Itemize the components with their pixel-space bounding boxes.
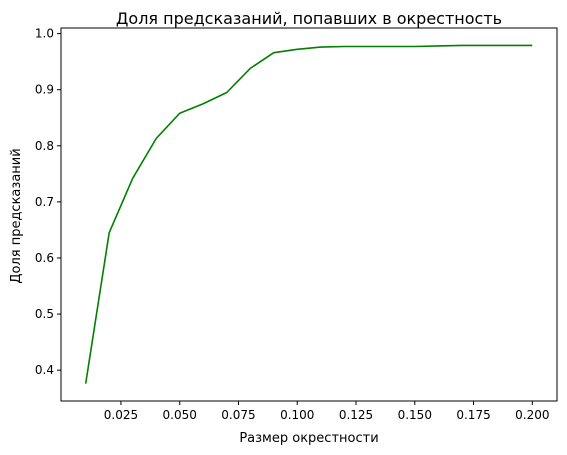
x-tick-label: 0.175 <box>456 408 490 422</box>
x-tick-label: 0.150 <box>398 408 432 422</box>
x-axis-ticks: 0.025 0.050 0.075 0.100 0.125 0.150 0.175 0.200 <box>104 401 549 422</box>
y-axis-label: Доля предсказаний <box>9 148 24 283</box>
y-tick-label: 0.7 <box>35 195 54 209</box>
y-tick-label: 0.8 <box>35 139 54 153</box>
x-tick-label: 0.075 <box>221 408 255 422</box>
plot-area: 0.025 0.050 0.075 0.100 0.125 0.150 0.175 0.200… <box>35 27 558 422</box>
series-line <box>84 44 533 384</box>
y-tick-label: 0.4 <box>35 363 54 377</box>
x-tick-label: 0.125 <box>339 408 373 422</box>
x-tick-label: 0.200 <box>515 408 549 422</box>
y-tick-label: 0.6 <box>35 251 54 265</box>
x-tick-label: 0.050 <box>163 408 197 422</box>
plot-frame <box>60 27 558 402</box>
y-tick-label: 0.5 <box>35 307 54 321</box>
series-layer <box>84 44 533 384</box>
y-axis-ticks: 0.4 0.5 0.6 0.7 0.8 0.9 1.0 <box>35 27 61 377</box>
x-tick-label: 0.025 <box>104 408 138 422</box>
chart-title: Доля предсказаний, попавших в окрестност… <box>116 9 502 28</box>
x-tick-label: 0.100 <box>280 408 314 422</box>
x-axis-label: Размер окрестности <box>239 431 378 446</box>
y-tick-label: 1.0 <box>35 27 54 41</box>
y-tick-label: 0.9 <box>35 83 54 97</box>
